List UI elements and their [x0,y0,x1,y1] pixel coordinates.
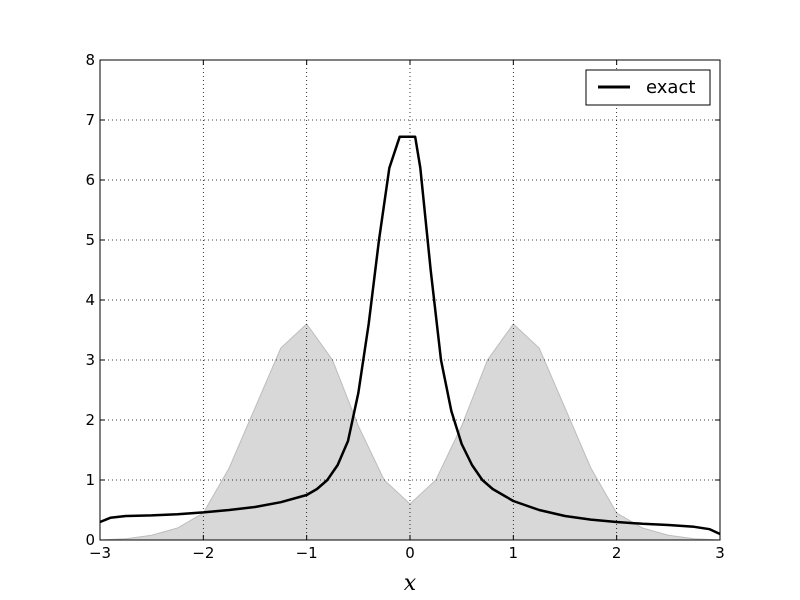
legend: exact [585,69,711,106]
y-tick-label-0: 0 [85,531,95,549]
y-tick-label-8: 8 [85,51,95,69]
y-tick-label-5: 5 [85,231,95,249]
background-density-area [99,323,721,541]
x-tick-label-6: 3 [715,544,725,562]
x-tick-label-2: −1 [296,544,318,562]
y-tick-label-3: 3 [85,351,95,369]
x-tick-label-1: −2 [192,544,214,562]
y-tick-label-6: 6 [85,171,95,189]
y-tick-label-7: 7 [85,111,95,129]
x-axis-label: x [404,571,417,596]
x-tick-label-3: 0 [405,544,415,562]
series-line-exact [99,135,721,536]
series-layer [99,135,721,536]
grid-layer [99,59,721,541]
x-tick-label-0: −3 [89,544,111,562]
x-tick-label-4: 1 [509,544,519,562]
background-fill-layer [99,323,721,541]
y-tick-label-1: 1 [85,471,95,489]
tick-layer: −3 −2 −1 0 1 2 3 0 1 2 3 4 5 6 7 8 [85,51,724,562]
y-tick-label-2: 2 [85,411,95,429]
y-tick-label-4: 4 [85,291,95,309]
x-tick-label-5: 2 [612,544,622,562]
legend-label-exact: exact [646,77,695,98]
